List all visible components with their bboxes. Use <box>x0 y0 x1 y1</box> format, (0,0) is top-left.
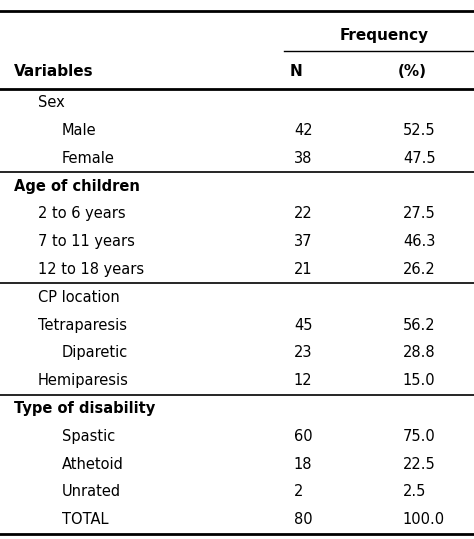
Text: 21: 21 <box>294 262 312 277</box>
Text: 18: 18 <box>294 457 312 472</box>
Text: Sex: Sex <box>38 95 64 110</box>
Text: 22.5: 22.5 <box>403 457 436 472</box>
Text: 22: 22 <box>294 206 313 222</box>
Text: 2: 2 <box>294 485 303 500</box>
Text: 75.0: 75.0 <box>403 429 436 444</box>
Text: 28.8: 28.8 <box>403 345 436 361</box>
Text: 47.5: 47.5 <box>403 151 436 166</box>
Text: 42: 42 <box>294 123 312 138</box>
Text: (%): (%) <box>398 64 427 79</box>
Text: 2 to 6 years: 2 to 6 years <box>38 206 126 222</box>
Text: 100.0: 100.0 <box>403 512 445 527</box>
Text: 38: 38 <box>294 151 312 166</box>
Text: 60: 60 <box>294 429 312 444</box>
Text: Type of disability: Type of disability <box>14 401 155 416</box>
Text: N: N <box>289 64 302 79</box>
Text: 45: 45 <box>294 317 312 333</box>
Text: 12 to 18 years: 12 to 18 years <box>38 262 144 277</box>
Text: Hemiparesis: Hemiparesis <box>38 373 129 388</box>
Text: Variables: Variables <box>14 64 94 79</box>
Text: 7 to 11 years: 7 to 11 years <box>38 234 135 250</box>
Text: Diparetic: Diparetic <box>62 345 128 361</box>
Text: Female: Female <box>62 151 115 166</box>
Text: 37: 37 <box>294 234 312 250</box>
Text: 56.2: 56.2 <box>403 317 436 333</box>
Text: 27.5: 27.5 <box>403 206 436 222</box>
Text: Age of children: Age of children <box>14 179 140 194</box>
Text: 52.5: 52.5 <box>403 123 436 138</box>
Text: Male: Male <box>62 123 96 138</box>
Text: Unrated: Unrated <box>62 485 121 500</box>
Text: 26.2: 26.2 <box>403 262 436 277</box>
Text: 46.3: 46.3 <box>403 234 435 250</box>
Text: CP location: CP location <box>38 290 119 305</box>
Text: 15.0: 15.0 <box>403 373 436 388</box>
Text: Frequency: Frequency <box>339 27 428 43</box>
Text: 23: 23 <box>294 345 312 361</box>
Text: 2.5: 2.5 <box>403 485 426 500</box>
Text: TOTAL: TOTAL <box>62 512 108 527</box>
Text: Spastic: Spastic <box>62 429 115 444</box>
Text: 12: 12 <box>294 373 312 388</box>
Text: 80: 80 <box>294 512 312 527</box>
Text: Athetoid: Athetoid <box>62 457 124 472</box>
Text: Tetraparesis: Tetraparesis <box>38 317 127 333</box>
